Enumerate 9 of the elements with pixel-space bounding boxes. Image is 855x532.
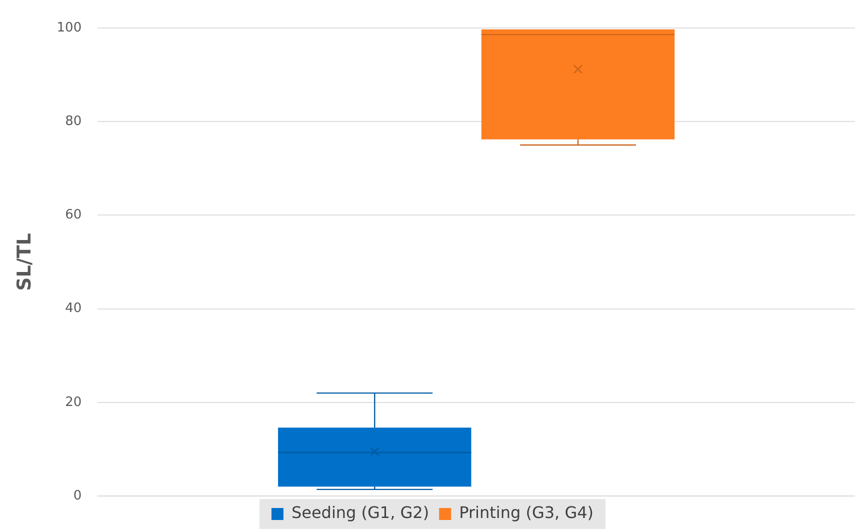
legend-label: Printing (G3, G4)	[459, 503, 594, 522]
y-tick-label: 40	[65, 301, 82, 316]
y-tick-label: 20	[65, 394, 82, 410]
legend-label: Seeding (G1, G2)	[291, 503, 430, 522]
y-tick-label: 60	[65, 208, 82, 223]
y-tick-label: 80	[65, 114, 82, 129]
y-tick-label: 100	[56, 20, 82, 36]
y-tick-label: 0	[73, 488, 82, 504]
y-axis-title: SL/TL	[13, 233, 36, 291]
